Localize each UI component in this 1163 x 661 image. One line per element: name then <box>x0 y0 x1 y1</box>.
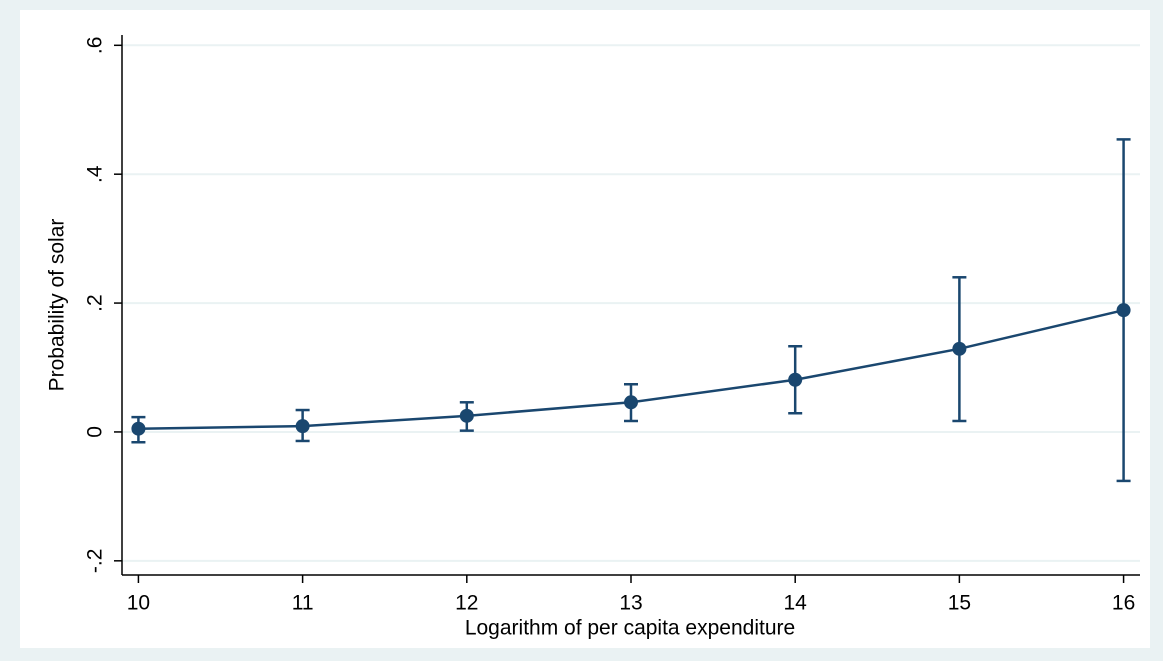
x-tick-label: 15 <box>948 592 971 615</box>
y-tick-label: 0 <box>84 426 107 438</box>
point <box>131 421 146 436</box>
x-tick-label: 11 <box>292 592 314 615</box>
point <box>459 408 474 423</box>
x-axis-title: Logarithm of per capita expenditure <box>465 617 795 640</box>
y-tick-label: .6 <box>84 37 107 55</box>
plot-background <box>20 10 1150 648</box>
point <box>624 395 638 410</box>
y-tick-label: .4 <box>84 165 107 183</box>
y-tick-label: -.2 <box>84 549 107 574</box>
y-axis-title: Probability of solar <box>46 219 69 392</box>
point <box>788 372 803 387</box>
x-tick-label: 12 <box>455 592 478 615</box>
x-tick-label: 13 <box>619 592 642 615</box>
point <box>295 419 310 434</box>
x-tick-label: 16 <box>1112 592 1135 615</box>
point <box>1116 303 1131 318</box>
point <box>952 341 967 356</box>
y-tick-label: .2 <box>84 294 107 312</box>
x-tick-label: 14 <box>784 592 808 615</box>
x-tick-label: 10 <box>127 592 150 615</box>
